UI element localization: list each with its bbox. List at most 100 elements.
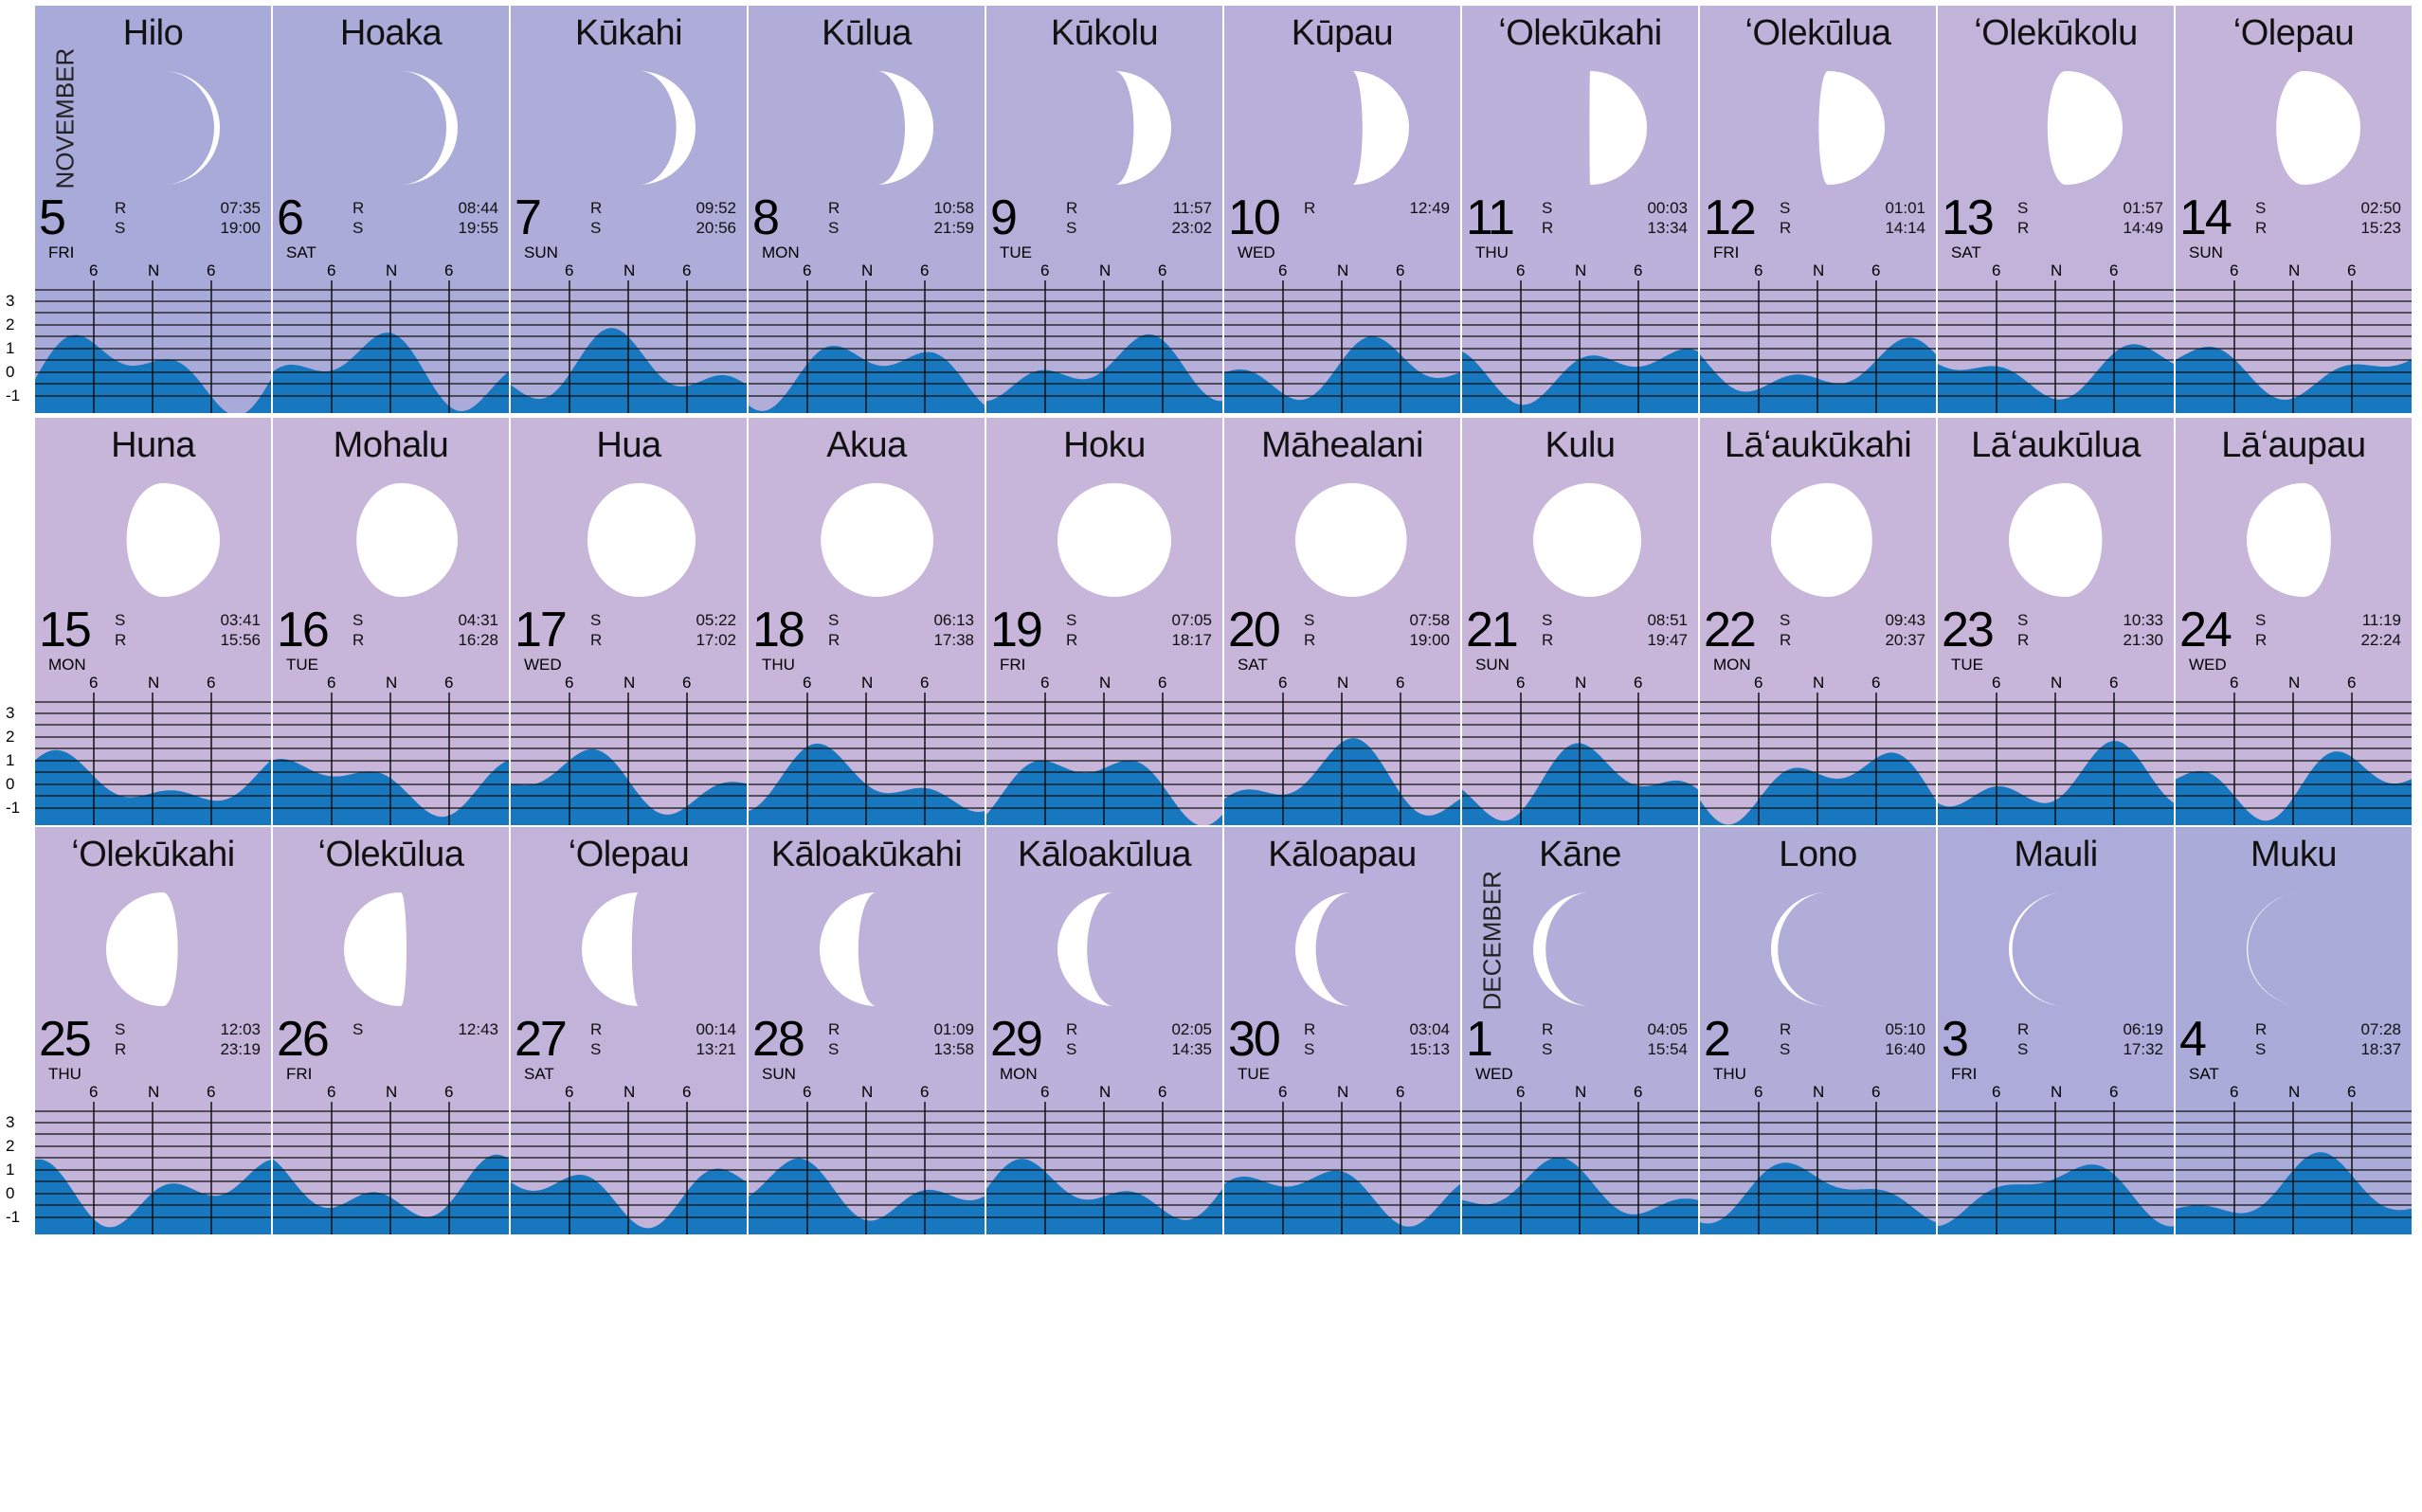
rise-set-type: R [2017,631,2030,649]
rise-set-type: S [1066,611,1077,629]
day-cell[interactable]: ʻOlekūkolu 13 SAT S 01:57 R 14:49 6 N 6 [1938,6,2174,413]
day-number: 18 [752,603,805,657]
moon-lit-area [1771,892,1828,1006]
rise-set-type: R [115,1040,127,1058]
moon-icon [2047,71,2123,185]
day-cell[interactable]: Kāloapau 30 TUE R 03:04 S 15:13 6 N 6 [1224,827,1460,1234]
moon-phase-name: ʻOlekūlua [1744,13,1891,53]
hour-label: 6 [1871,261,1881,279]
hour-label: 6 [1634,261,1643,279]
day-cell[interactable]: ʻOlekūkahi 11 THU S 00:03 R 13:34 6 N 6 [1462,6,1698,413]
day-of-week: THU [1475,243,1509,261]
day-number: 5 [39,190,66,245]
rise-set-time: 17:38 [933,631,974,649]
hour-label: 6 [1396,1083,1405,1101]
tide-chart [35,1102,271,1234]
day-cell[interactable]: Kāloakūkahi 28 SUN R 01:09 S 13:58 6 N 6 [749,827,985,1234]
rise-set-type: S [2255,199,2267,217]
day-cell[interactable]: Hua 17 WED S 05:22 R 17:02 6 N 6 [511,418,747,825]
moon-lit-area [2276,71,2360,185]
rise-set-time: 16:28 [458,631,498,649]
hour-label: 6 [2230,674,2239,692]
day-cell[interactable]: Hoaka 6 SAT R 08:44 S 19:55 6 N 6 [273,6,509,413]
day-of-week: WED [1238,243,1275,261]
day-cell[interactable]: ʻOlekūkahi 25 THU S 12:03 R 23:19 6 N 6 [35,827,271,1234]
hour-label: N [2288,1083,2301,1101]
day-of-week: FRI [48,243,75,261]
moon-lit-area [2009,892,2066,1006]
hour-label: 6 [682,261,692,279]
day-cell[interactable]: Kāloakūlua 29 MON R 02:05 S 14:35 6 N 6 [986,827,1222,1234]
day-cell[interactable]: Kūkolu 9 TUE R 11:57 S 23:02 6 N 6 [986,6,1222,413]
tide-chart [273,280,509,413]
moon-lit-area [1771,483,1872,597]
day-cell[interactable]: Lāʻaukūlua 23 TUE S 10:33 R 21:30 6 N 6 [1938,418,2174,825]
hour-label: 6 [920,1083,930,1101]
hour-label: N [1575,261,1587,279]
rise-set-time: 18:17 [1171,631,1212,649]
hour-label: 6 [565,674,574,692]
rise-set-type: R [828,631,840,649]
moon-lit-area [344,892,407,1006]
day-cell[interactable]: Mauli 3 FRI R 06:19 S 17:32 6 N 6 [1938,827,2174,1234]
tide-chart [1224,280,1460,413]
hour-label: 6 [1278,674,1288,692]
day-cell[interactable]: Akua 18 THU S 06:13 R 17:38 6 N 6 [749,418,985,825]
moon-lit-area [1057,892,1114,1006]
day-cell[interactable]: Huna 15 MON S 03:41 R 15:56 6 N 6 [35,418,271,825]
day-number: 14 [2179,190,2232,245]
hour-label: 6 [1871,674,1881,692]
day-cell[interactable]: Lono 2 THU R 05:10 S 16:40 6 N 6 [1700,827,1936,1234]
moon-phase-name: ʻOlepau [568,835,690,874]
rise-set-time: 07:05 [1171,611,1212,629]
day-cell[interactable]: Kūlua 8 MON R 10:58 S 21:59 6 N 6 [749,6,985,413]
hour-label: 6 [1396,261,1405,279]
day-number: 16 [277,603,330,657]
moon-phase-name: Kāne [1539,835,1621,874]
hour-label: 6 [2347,674,2357,692]
day-cell[interactable]: ʻOlepau 14 SUN S 02:50 R 15:23 6 N 6 [2176,6,2412,413]
rise-set-time: 09:52 [696,199,736,217]
tide-chart [511,280,747,413]
rise-set-type: R [352,199,365,217]
day-cell[interactable]: ʻOlekūlua 26 FRI S 12:43 6 N 6 [273,827,509,1234]
moon-lit-area [126,483,220,597]
rise-set-type: S [828,219,840,237]
day-cell[interactable]: Lāʻaukūkahi 22 MON S 09:43 R 20:37 6 N 6 [1700,418,1936,825]
day-cell[interactable]: Māhealani 20 SAT S 07:58 R 19:00 6 N 6 [1224,418,1460,825]
day-of-week: FRI [286,1065,313,1083]
day-cell[interactable]: Hilo NOVEMBER 5 FRI R 07:35 S 19:00 6 N 6 [35,6,271,413]
rise-set-time: 17:02 [696,631,736,649]
rise-set-type: S [1780,199,1791,217]
day-cell[interactable]: Muku 4 SAT R 07:28 S 18:37 6 N 6 [2176,827,2412,1234]
moon-lit-area [2247,892,2304,1006]
day-of-week: FRI [1000,656,1026,674]
day-cell[interactable]: Mohalu 16 TUE S 04:31 R 16:28 6 N 6 [273,418,509,825]
day-cell[interactable]: Kūkahi 7 SUN R 09:52 S 20:56 6 N 6 [511,6,747,413]
moon-phase-name: ʻOlepau [2232,13,2355,53]
day-cell[interactable]: ʻOlekūlua 12 FRI S 01:01 R 14:14 6 N 6 [1700,6,1936,413]
day-cell[interactable]: Kūpau 10 WED R 12:49 6 N 6 [1224,6,1460,413]
rise-set-time: 02:50 [2360,199,2401,217]
day-of-week: SAT [1238,656,1268,674]
rise-set-time: 06:13 [933,611,974,629]
rise-set-time: 20:37 [1885,631,1925,649]
hour-label: N [1813,1083,1825,1101]
tide-chart [749,1102,985,1234]
hour-label: 6 [207,1083,216,1101]
day-cell[interactable]: Lāʻaupau 24 WED S 11:19 R 22:24 6 N 6 [2176,418,2412,825]
hour-label: 6 [920,674,930,692]
day-number: 19 [990,603,1043,657]
tide-chart [1462,280,1698,413]
moon-lit-area [639,71,696,185]
hour-label: 6 [1158,1083,1167,1101]
day-cell[interactable]: Hoku 19 FRI S 07:05 R 18:17 6 N 6 [986,418,1222,825]
rise-set-type: R [2255,1020,2268,1038]
day-number: 30 [1228,1012,1281,1067]
day-cell[interactable]: Kāne DECEMBER 1 WED R 04:05 S 15:54 6 N 6 [1462,827,1698,1234]
day-cell[interactable]: ʻOlepau 27 SAT R 00:14 S 13:21 6 N 6 [511,827,747,1234]
rise-set-time: 14:14 [1885,219,1925,237]
day-cell[interactable]: Kulu 21 SUN S 08:51 R 19:47 6 N 6 [1462,418,1698,825]
hour-label: 6 [682,674,692,692]
hour-label: 6 [1754,674,1763,692]
